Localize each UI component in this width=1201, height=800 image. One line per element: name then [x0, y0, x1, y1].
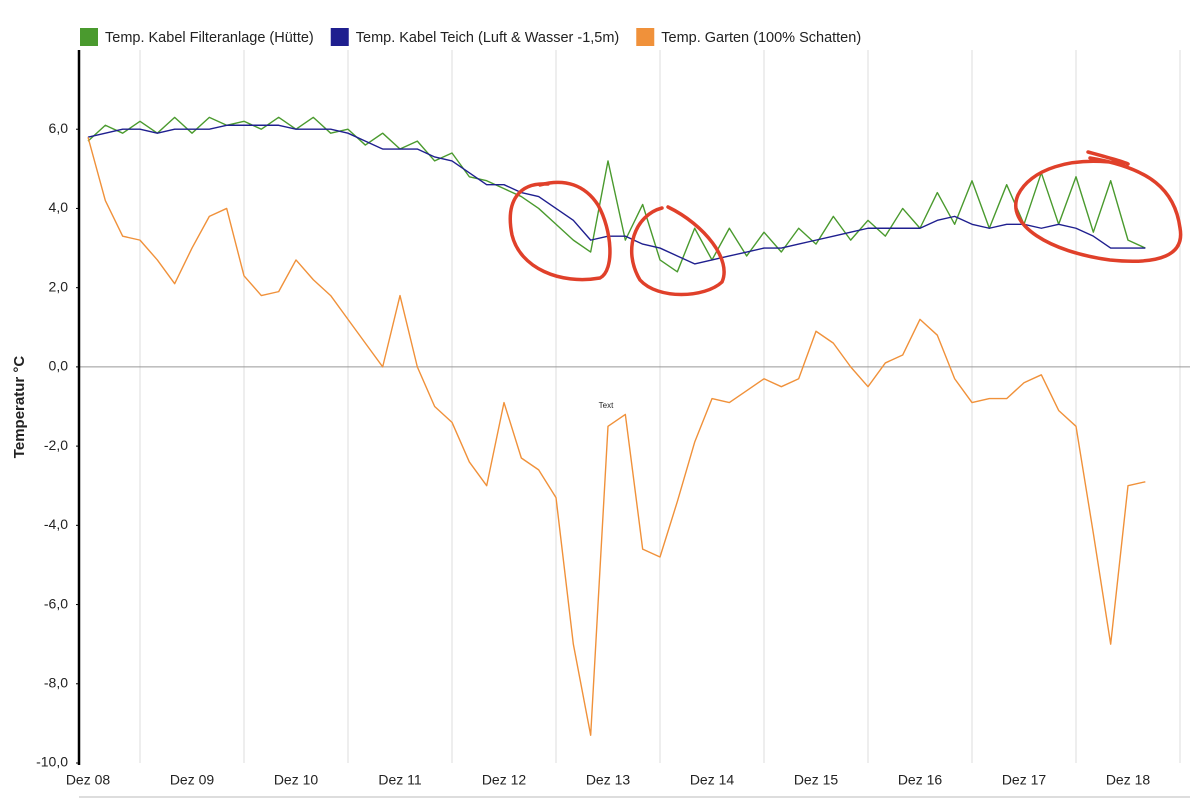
legend-label: Temp. Kabel Filteranlage (Hütte): [105, 30, 314, 46]
x-tick-label: Dez 17: [1002, 772, 1047, 788]
y-tick-label: -4,0: [44, 516, 68, 532]
y-tick-label: 4,0: [49, 199, 69, 215]
hand-annotation: [630, 205, 726, 297]
series-line: [87, 116, 1146, 273]
x-tick-label: Dez 10: [274, 772, 319, 788]
x-tick-label: Dez 11: [378, 772, 422, 788]
legend-swatch: [636, 28, 655, 46]
y-tick-label: -10,0: [36, 754, 68, 770]
x-tick-label: Dez 18: [1106, 772, 1151, 788]
x-tick-label: Dez 15: [794, 772, 839, 788]
legend-item[interactable]: Temp. Kabel Filteranlage (Hütte): [80, 28, 314, 46]
x-tick-label: Dez 09: [170, 772, 215, 788]
legend-item[interactable]: Temp. Kabel Teich (Luft & Wasser -1,5m): [330, 28, 620, 46]
series-line: [87, 136, 1146, 736]
legend-swatch: [330, 28, 349, 46]
series-line: [87, 124, 1146, 265]
y-tick-label: 2,0: [49, 278, 69, 294]
x-tick-label: Dez 08: [66, 772, 111, 788]
y-tick-label: -8,0: [44, 674, 68, 690]
x-tick-label: Dez 13: [586, 772, 631, 788]
hand-annotation: [508, 180, 612, 282]
x-tick-label: Dez 14: [690, 772, 735, 788]
y-axis-label: Temperatur °C: [11, 356, 28, 459]
y-tick-label: -2,0: [44, 437, 68, 453]
y-tick-label: 0,0: [49, 358, 69, 374]
hand-annotation: [1014, 150, 1183, 263]
legend-label: Temp. Kabel Teich (Luft & Wasser -1,5m): [356, 30, 620, 46]
x-tick-label: Dez 16: [898, 772, 943, 788]
y-tick-label: 6,0: [49, 120, 69, 136]
legend-label: Temp. Garten (100% Schatten): [661, 30, 861, 46]
legend-swatch: [80, 28, 98, 46]
y-tick-label: -6,0: [44, 595, 68, 611]
x-tick-label: Dez 12: [482, 772, 527, 788]
annotation: Text: [599, 401, 614, 410]
legend-item[interactable]: Temp. Garten (100% Schatten): [636, 28, 861, 46]
